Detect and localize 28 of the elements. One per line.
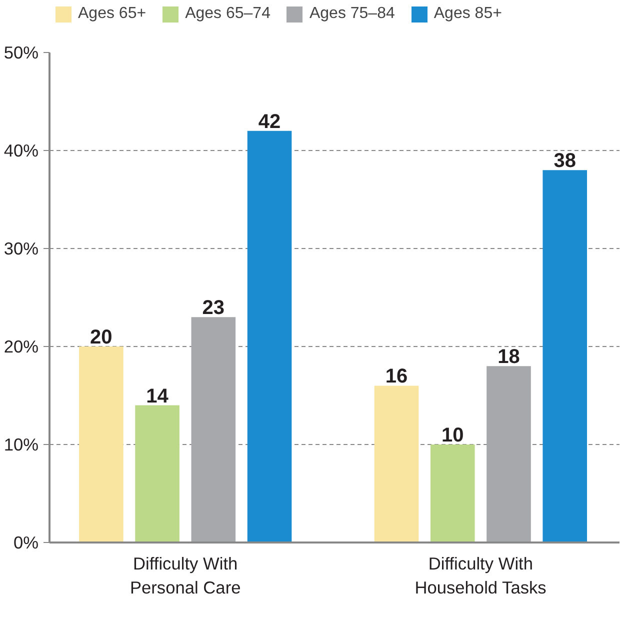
legend-label: Ages 65–74 xyxy=(185,5,270,23)
bar xyxy=(542,170,588,542)
legend-label: Ages 75–84 xyxy=(309,5,395,23)
bar xyxy=(79,346,124,542)
bar xyxy=(486,366,531,542)
y-tick-label: 10% xyxy=(4,434,39,454)
bar xyxy=(374,386,419,542)
x-tick-label: Difficulty With Household Tasks xyxy=(414,554,547,598)
data-label: 10 xyxy=(442,424,464,446)
bar xyxy=(247,130,292,542)
data-label: 16 xyxy=(385,366,408,388)
bar xyxy=(135,405,180,542)
y-tick-label: 20% xyxy=(4,336,39,356)
data-label: 14 xyxy=(146,385,170,408)
y-tick-label: 30% xyxy=(4,238,39,258)
data-label: 42 xyxy=(258,110,281,133)
x-tick-label: Difficulty With Personal Care xyxy=(130,554,241,598)
bar xyxy=(430,444,475,542)
y-tick-label: 50% xyxy=(4,42,39,62)
data-label: 23 xyxy=(202,297,225,320)
data-label: 20 xyxy=(90,326,112,348)
bar xyxy=(191,317,236,542)
legend-label: Ages 65+ xyxy=(78,5,146,23)
data-label: 18 xyxy=(498,346,520,368)
y-tick-label: 40% xyxy=(4,140,39,160)
y-tick-label: 0% xyxy=(13,532,38,552)
data-label: 38 xyxy=(554,150,576,172)
legend-label: Ages 85+ xyxy=(434,5,502,23)
